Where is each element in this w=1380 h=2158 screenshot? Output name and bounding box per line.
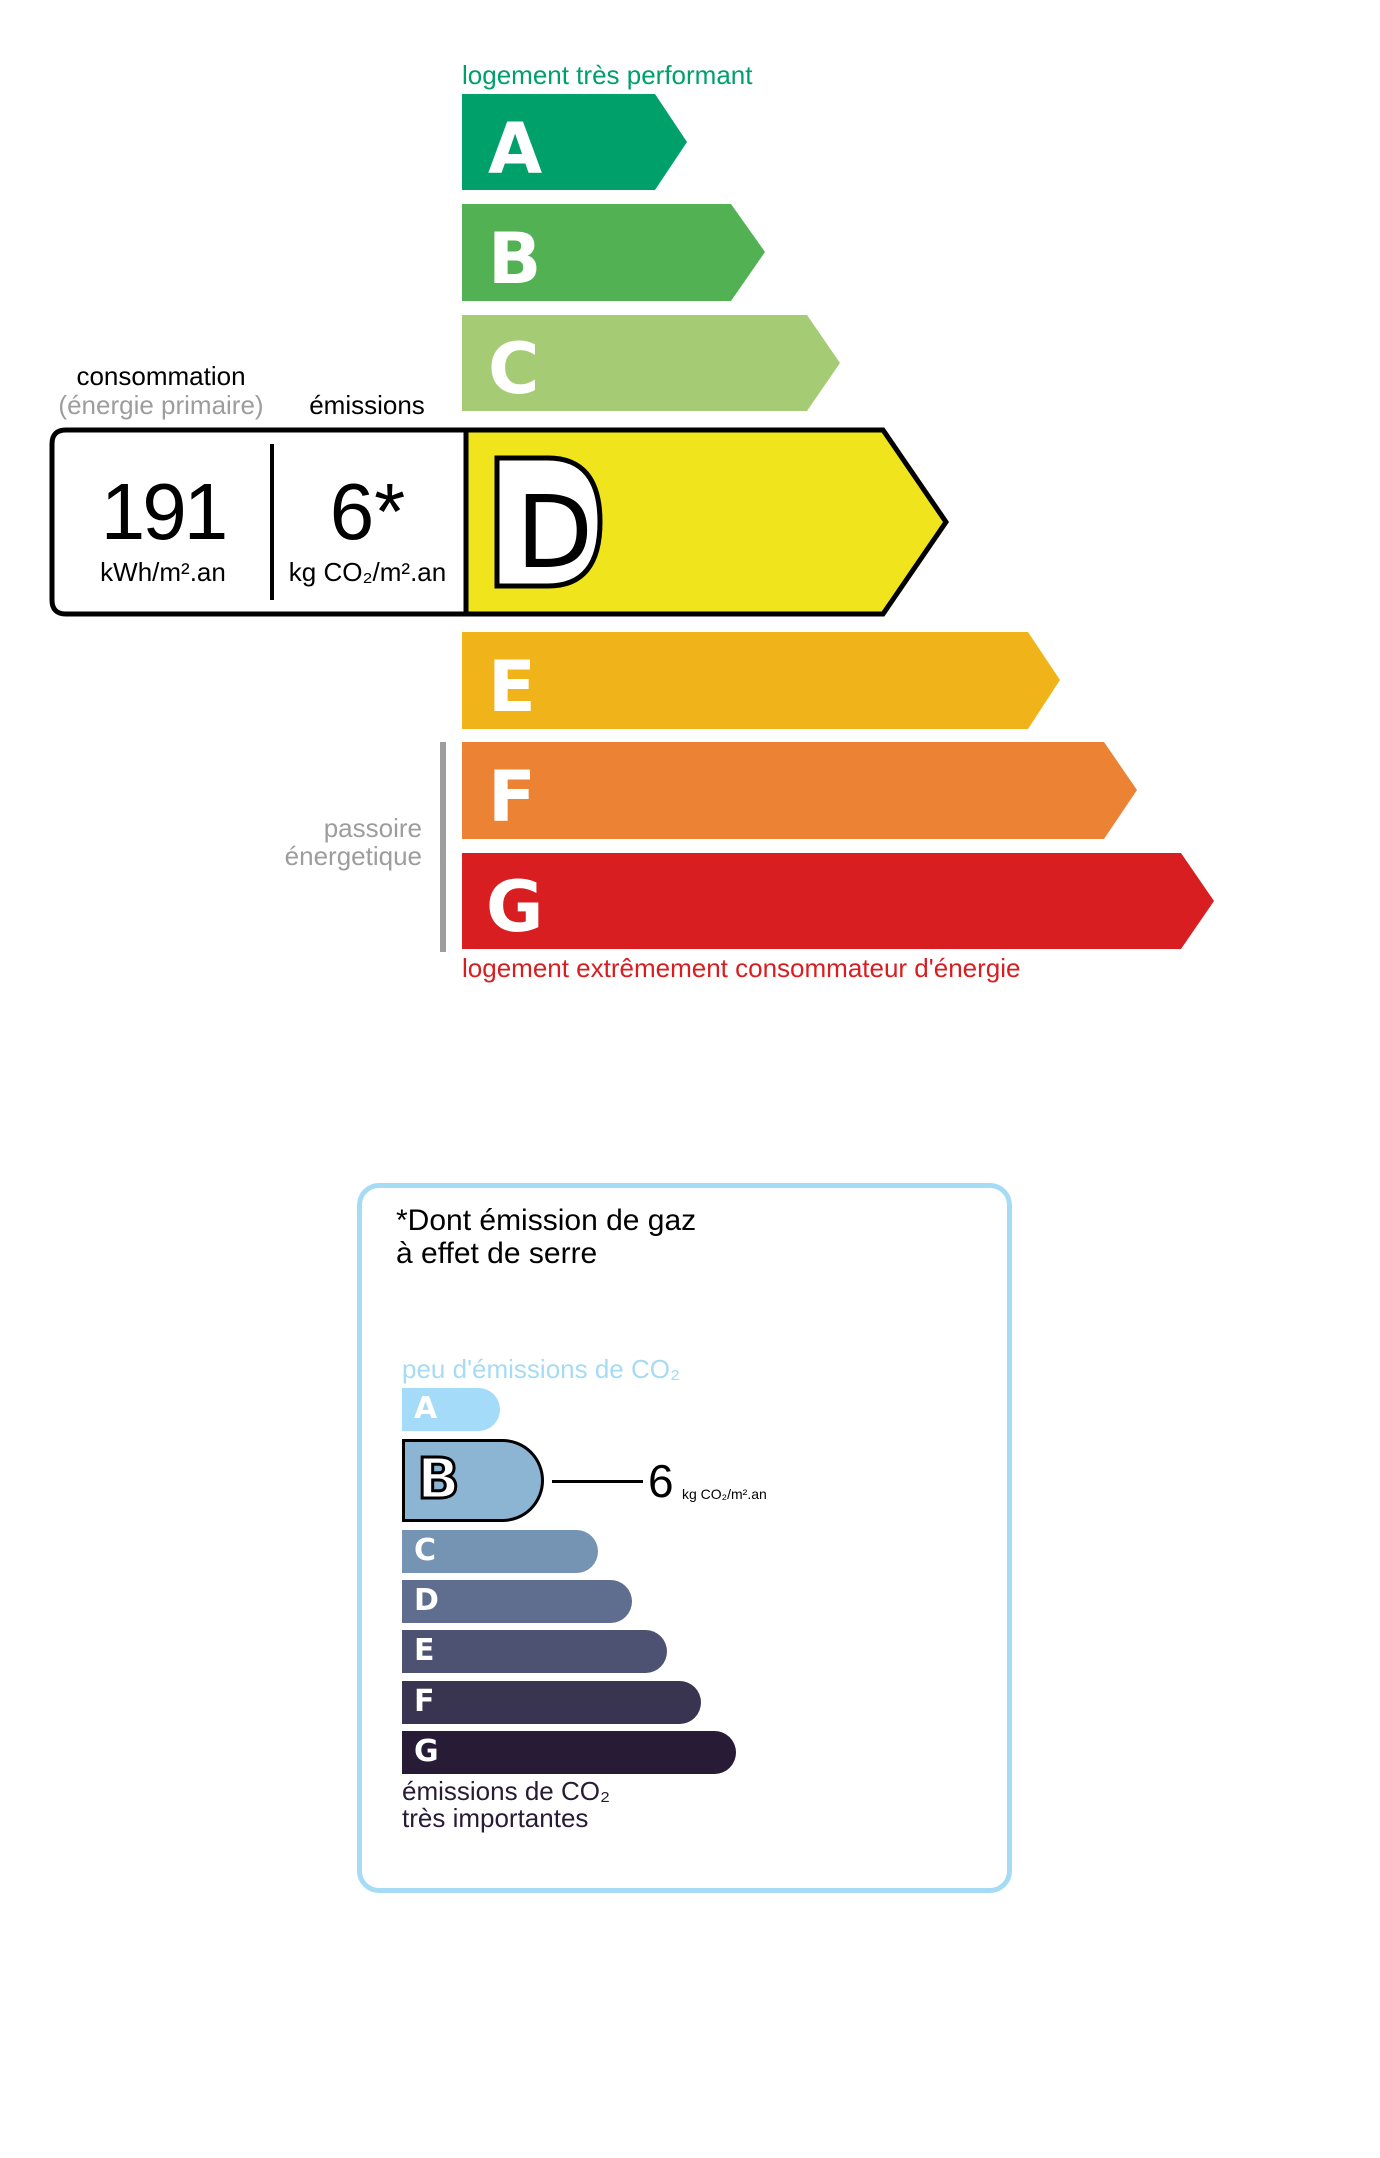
- ges-bar-a: A: [402, 1388, 500, 1431]
- ges-panel: [357, 1183, 1012, 1893]
- dpe-letter-c: C: [488, 328, 539, 410]
- ges-letter-g: G: [414, 1734, 439, 1769]
- ges-letter-f: F: [414, 1684, 435, 1719]
- ges-letter-a: A: [414, 1391, 438, 1426]
- consumption-value: 191: [100, 467, 228, 556]
- dpe-bottom-label: logement extrêmement consommateur d'éner…: [462, 953, 1021, 983]
- ges-unit: kg CO₂/m².an: [682, 1486, 767, 1502]
- ges-value: 6: [648, 1455, 674, 1507]
- emissions-label: émissions: [309, 390, 425, 420]
- dpe-bar-b: B: [462, 204, 765, 301]
- dpe-top-label: logement très performant: [462, 60, 753, 90]
- ges-letter-c: C: [414, 1533, 437, 1568]
- dpe-current-letter: D: [516, 474, 593, 591]
- dpe-letter-a: A: [488, 108, 542, 190]
- dpe-bar-g: G: [462, 853, 1214, 949]
- energie-primaire-label: (énergie primaire): [58, 390, 264, 420]
- ges-bar-e: E: [402, 1630, 667, 1673]
- dpe-bar-e: E: [462, 632, 1060, 729]
- dpe-bar-a: A: [462, 94, 687, 190]
- ges-letter-e: E: [414, 1633, 435, 1668]
- passoire-line2: énergetique: [284, 841, 422, 871]
- dpe-current-box: D: [49, 427, 950, 617]
- dpe-letter-b: B: [488, 218, 541, 300]
- dpe-bar-f: F: [462, 742, 1137, 839]
- passoire-label: passoire énergetique: [222, 814, 422, 870]
- ges-title-line1: *Dont émission de gaz: [396, 1204, 697, 1237]
- passoire-line1: passoire: [323, 813, 422, 843]
- ges-bar-d: D: [402, 1580, 632, 1623]
- ges-title: *Dont émission de gaz à effet de serre: [396, 1204, 696, 1270]
- dpe-letter-e: E: [488, 646, 536, 728]
- ges-bar-c: C: [402, 1530, 598, 1573]
- ges-letter-d: D: [414, 1583, 439, 1618]
- dpe-scale: A B C D E F G: [49, 94, 1214, 952]
- ges-title-line2: à effet de serre: [396, 1237, 598, 1270]
- ges-current-letter: B: [416, 1446, 462, 1513]
- ges-pointer-line: [552, 1480, 643, 1483]
- ges-bar-b-current: B: [402, 1439, 544, 1522]
- ges-bar-g: G: [402, 1731, 736, 1774]
- ges-bottom-line1: émissions de CO₂: [402, 1776, 611, 1806]
- emissions-unit: kg CO₂/m².an: [288, 557, 447, 587]
- emissions-value: 6*: [329, 467, 406, 556]
- ges-top-label: peu d'émissions de CO₂: [402, 1354, 681, 1384]
- ges-bar-f: F: [402, 1681, 701, 1724]
- dpe-letter-g: G: [486, 866, 543, 948]
- dpe-letter-f: F: [488, 756, 536, 838]
- ges-bottom-line2: très importantes: [402, 1803, 589, 1833]
- consumption-unit: kWh/m².an: [100, 557, 226, 587]
- consommation-label: consommation: [76, 361, 246, 391]
- ges-bottom-label: émissions de CO₂ très importantes: [402, 1778, 610, 1832]
- passoire-bracket: [440, 742, 446, 952]
- dpe-bar-c: C: [462, 315, 840, 411]
